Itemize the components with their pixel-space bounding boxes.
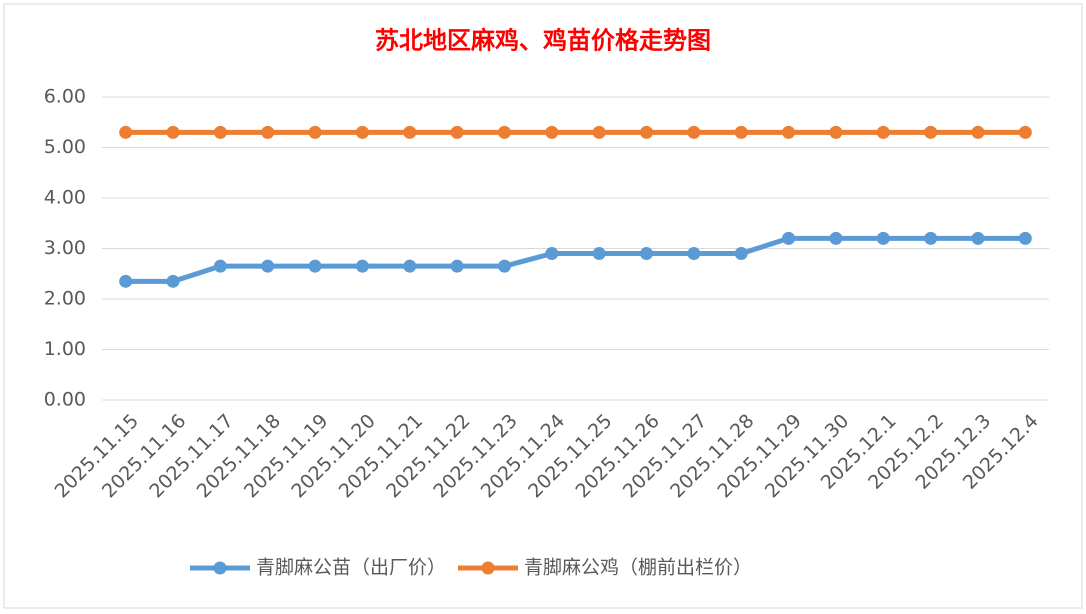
y-tick-label: 0.00 xyxy=(44,389,86,411)
data-point xyxy=(403,125,417,139)
data-point xyxy=(734,125,748,139)
y-tick-label: 4.00 xyxy=(44,187,86,209)
data-point xyxy=(782,125,796,139)
data-point xyxy=(592,247,606,261)
data-point xyxy=(971,125,985,139)
y-tick-label: 3.00 xyxy=(44,237,86,259)
data-point xyxy=(876,231,890,245)
data-point xyxy=(119,125,133,139)
data-point xyxy=(119,274,133,288)
data-point xyxy=(545,125,559,139)
data-point xyxy=(829,231,843,245)
y-tick-label: 2.00 xyxy=(44,288,86,310)
y-tick-label: 6.00 xyxy=(44,86,86,108)
data-point xyxy=(308,259,322,273)
data-point xyxy=(450,125,464,139)
series-line xyxy=(125,235,1026,284)
data-point xyxy=(687,247,701,261)
data-point xyxy=(497,259,511,273)
legend-label: 青脚麻公苗（出厂价） xyxy=(256,557,446,579)
data-point xyxy=(166,125,180,139)
data-point xyxy=(734,247,748,261)
data-point xyxy=(876,125,890,139)
data-point xyxy=(687,125,701,139)
data-point xyxy=(545,247,559,261)
data-point xyxy=(355,259,369,273)
data-point xyxy=(450,259,464,273)
data-point xyxy=(829,125,843,139)
data-point xyxy=(1018,231,1032,245)
data-point xyxy=(640,125,654,139)
data-point xyxy=(924,231,938,245)
data-point xyxy=(308,125,322,139)
data-point xyxy=(213,125,227,139)
data-point xyxy=(166,274,180,288)
chart-title: 苏北地区麻鸡、鸡苗价格走势图 xyxy=(375,26,711,55)
data-point xyxy=(213,259,227,273)
data-point xyxy=(497,125,511,139)
legend-swatch-marker xyxy=(481,561,495,575)
data-point xyxy=(1018,125,1032,139)
data-point xyxy=(592,125,606,139)
y-tick-label: 5.00 xyxy=(44,136,86,158)
chart-border xyxy=(3,3,1083,609)
y-tick-label: 1.00 xyxy=(44,338,86,360)
data-point xyxy=(355,125,369,139)
data-point xyxy=(782,231,796,245)
data-point xyxy=(261,259,275,273)
data-point xyxy=(924,125,938,139)
data-point xyxy=(261,125,275,139)
data-point xyxy=(403,259,417,273)
data-point xyxy=(971,231,985,245)
data-point xyxy=(640,247,654,261)
legend-label: 青脚麻公鸡（棚前出栏价） xyxy=(524,557,752,579)
legend-swatch-marker xyxy=(213,561,227,575)
